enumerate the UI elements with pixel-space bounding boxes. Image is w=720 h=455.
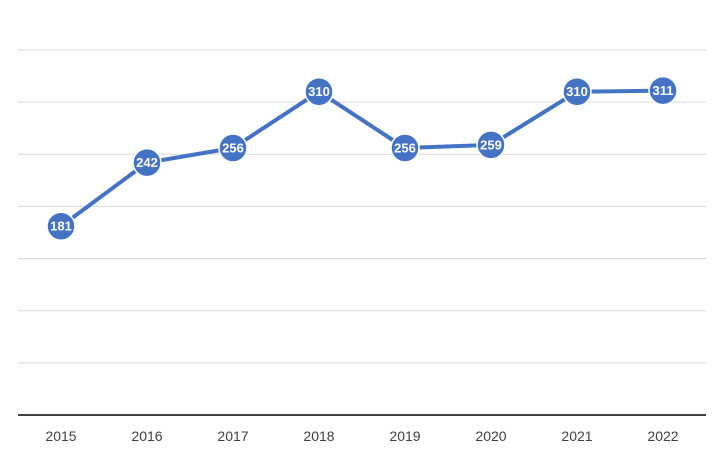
x-tick-label-2021: 2021: [561, 428, 592, 444]
x-tick-label-2019: 2019: [389, 428, 420, 444]
x-tick-label-2015: 2015: [45, 428, 76, 444]
data-point-2017: [218, 133, 248, 163]
x-tick-label-2016: 2016: [131, 428, 162, 444]
x-tick-label-2018: 2018: [303, 428, 334, 444]
data-label-2020: 259: [480, 137, 502, 152]
data-point-2021: [562, 76, 592, 107]
x-tick-label-2017: 2017: [217, 428, 248, 444]
data-label-2016: 242: [136, 155, 158, 170]
x-tick-label-2020: 2020: [475, 428, 506, 444]
data-label-2017: 256: [222, 141, 244, 156]
data-label-2018: 310: [308, 84, 330, 99]
data-point-2022: [648, 75, 678, 106]
data-label-2019: 256: [394, 141, 416, 156]
data-point-2016: [132, 147, 162, 178]
data-label-2022: 311: [653, 83, 674, 98]
gridlines: [18, 49, 706, 364]
data-point-2018: [304, 76, 334, 107]
x-tick-label-2022: 2022: [647, 428, 678, 444]
data-point-2015: [46, 211, 76, 241]
data-points: 181 242 256 310 256 259 310 311: [46, 75, 678, 241]
data-label-2015: 181: [50, 219, 72, 234]
x-tick-labels: 2015 2016 2017 2018 2019 2020 2021 2022: [45, 428, 678, 444]
data-point-2019: [390, 133, 420, 163]
data-point-2020: [476, 130, 506, 160]
data-label-2021: 310: [566, 84, 588, 99]
